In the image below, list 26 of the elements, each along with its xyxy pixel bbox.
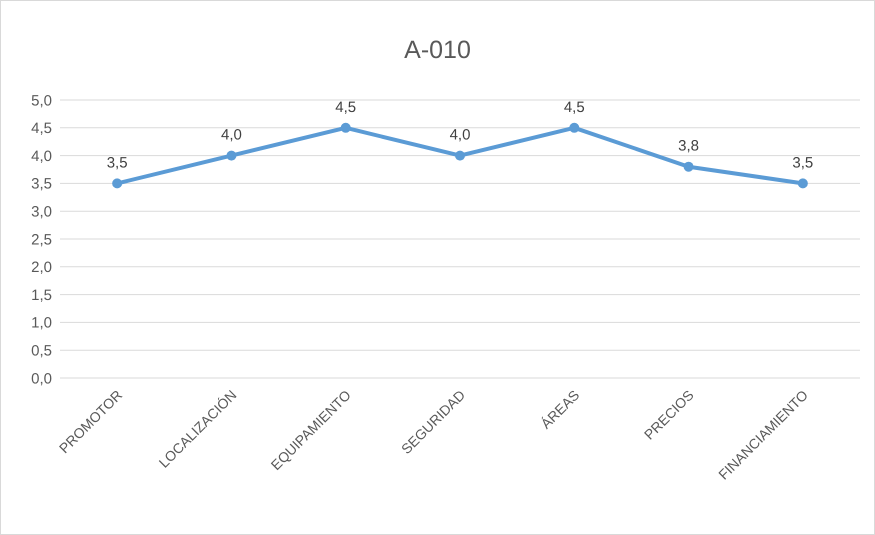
y-tick-label: 4,5 [31,120,52,138]
y-tick-label: 2,0 [31,259,52,276]
data-label: 4,0 [450,126,470,144]
y-tick-label: 3,0 [31,203,52,220]
chart-title: A-010 [404,36,471,64]
y-tick-label: 1,0 [31,314,52,332]
point [455,150,465,161]
data-label: 3,8 [678,138,699,155]
y-tick-label: 4,0 [31,148,52,165]
point [798,178,808,188]
data-label: 4,0 [221,126,242,144]
y-tick-label: 5,0 [31,92,52,110]
data-label: 3,5 [106,154,128,172]
point [340,122,351,133]
point [569,122,580,133]
point [684,162,694,172]
data-label: 3,5 [792,154,814,172]
point [226,150,236,161]
y-tick-label: 2,5 [31,231,52,248]
point [112,178,122,188]
data-label: 4,5 [564,98,585,116]
y-tick-label: 0,0 [31,370,52,388]
y-tick-label: 0,5 [31,342,52,360]
y-tick-label: 3,5 [31,176,52,193]
y-tick-label: 1,5 [31,286,52,304]
data-label: 4,5 [335,98,356,116]
